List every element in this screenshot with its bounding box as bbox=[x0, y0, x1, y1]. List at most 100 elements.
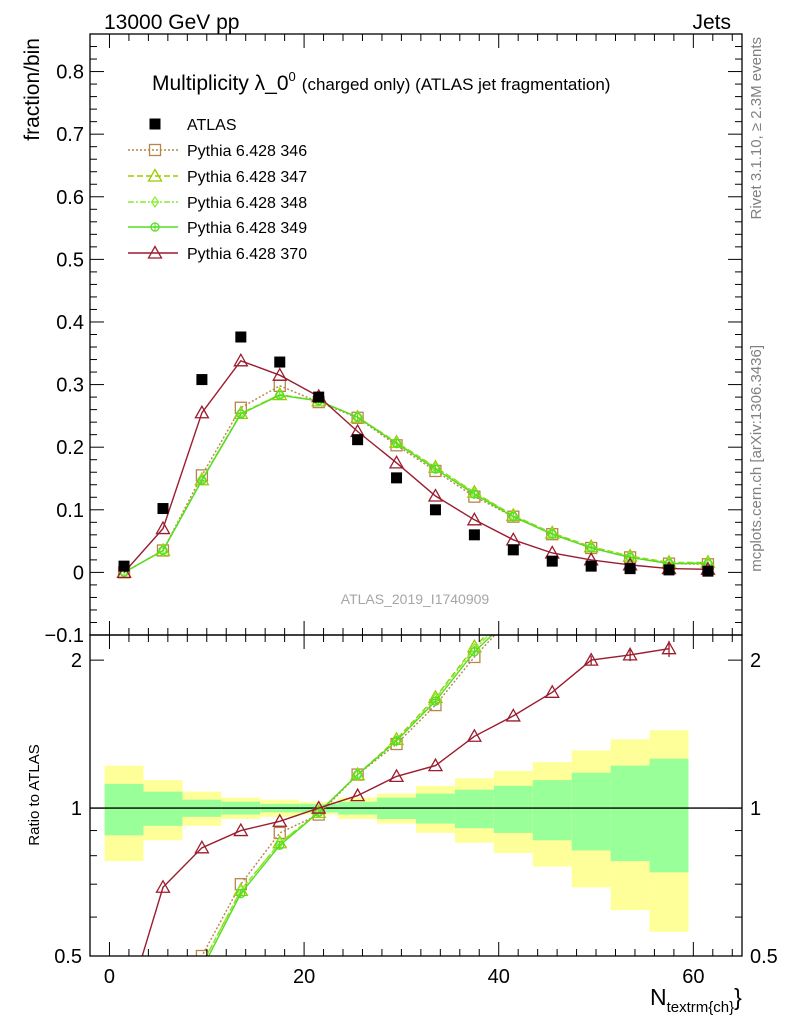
data-point bbox=[274, 356, 286, 368]
series-marker bbox=[116, 564, 132, 579]
ratio-curves bbox=[141, 490, 677, 970]
ratio-marker bbox=[194, 840, 210, 854]
plot-layer: 0 20 40 60−0.100.10.20.30.40.50.60.70.80.5 0… bbox=[45, 33, 778, 988]
ratio-marker bbox=[510, 608, 517, 618]
ratio-frame bbox=[89, 634, 743, 957]
data-point bbox=[391, 472, 403, 484]
legend-label: Pythia 6.428 348 bbox=[187, 195, 307, 212]
x-tick-label: 40 bbox=[488, 966, 510, 988]
data-point bbox=[507, 544, 519, 556]
legend-label: Pythia 6.428 347 bbox=[187, 169, 307, 186]
ratio-marker bbox=[509, 611, 517, 619]
y-tick-label: 0.4 bbox=[56, 312, 84, 334]
legend-label-data: ATLAS bbox=[187, 117, 237, 134]
data-point bbox=[468, 529, 480, 541]
series-line-2 bbox=[123, 393, 708, 574]
ratio-marker bbox=[624, 490, 637, 502]
series-marker bbox=[158, 544, 168, 557]
chart-title-rest: (charged only) (ATLAS jet fragmentation) bbox=[302, 75, 611, 94]
ratio-marker bbox=[427, 757, 444, 772]
uncertainty-band-inner bbox=[610, 765, 650, 862]
ratio-marker bbox=[195, 958, 208, 970]
ratio-marker bbox=[466, 728, 483, 742]
ratio-marker bbox=[587, 514, 595, 522]
ratio-marker bbox=[505, 708, 521, 722]
x-axis-label-close: } bbox=[734, 984, 742, 1010]
ratio-tick-label-right: 1 bbox=[750, 798, 761, 820]
series-marker bbox=[427, 488, 444, 502]
legend-label: Pythia 6.428 346 bbox=[187, 143, 307, 160]
ratio-marker bbox=[349, 787, 366, 802]
x-axis-label: Ntextrm{ch}} bbox=[650, 984, 742, 1016]
ratio-marker bbox=[388, 768, 405, 783]
ratio-line-4 bbox=[207, 635, 494, 956]
uncertainty-band-inner bbox=[571, 772, 611, 851]
legend-marker bbox=[147, 168, 163, 182]
data-point bbox=[429, 504, 441, 516]
data-point bbox=[118, 560, 130, 572]
mcplots-label: mcplots.cern.ch [arXiv:1306.3436] bbox=[748, 345, 765, 572]
data-point bbox=[235, 331, 247, 343]
ratio-tick-label: 2 bbox=[71, 650, 82, 672]
y-tick-label: −0.1 bbox=[45, 625, 84, 647]
data-point bbox=[546, 555, 558, 567]
ratio-marker bbox=[544, 684, 560, 698]
series-marker bbox=[233, 352, 249, 367]
ratio-marker bbox=[664, 535, 675, 546]
ratio-y-axis-label: Ratio to ATLAS bbox=[26, 744, 43, 845]
ratio-marker bbox=[311, 800, 327, 814]
main-curves bbox=[116, 331, 716, 579]
series-marker bbox=[155, 520, 171, 535]
series-marker bbox=[388, 455, 405, 469]
ratio-marker bbox=[155, 879, 171, 893]
chart-title-sup: 0 bbox=[289, 69, 296, 84]
legend-label: Pythia 6.428 349 bbox=[187, 220, 307, 237]
x-axis-label-sub: textrm{ch} bbox=[667, 999, 735, 1016]
ratio-line-1 bbox=[201, 635, 496, 956]
ratio-marker bbox=[507, 602, 520, 614]
legend: ATLAS Pythia 6.428 346 Pythia 6.428 347 Pyt… bbox=[128, 117, 307, 263]
rivet-label: Rivet 3.1.10, ≥ 2.3M events bbox=[748, 37, 765, 220]
legend-marker bbox=[147, 245, 163, 259]
x-tick-label: 0 bbox=[104, 966, 115, 988]
ratio-tick-label: 0.5 bbox=[54, 946, 82, 968]
series-marker bbox=[466, 511, 483, 526]
ratio-bands bbox=[90, 730, 742, 932]
y-tick-label: 0.2 bbox=[56, 437, 84, 459]
uncertainty-band-inner bbox=[532, 780, 572, 841]
ratio-marker bbox=[665, 537, 673, 545]
ratio-line-3 bbox=[205, 635, 491, 956]
legend-marker bbox=[148, 143, 162, 157]
data-point bbox=[702, 565, 714, 577]
x-tick-label: 60 bbox=[682, 966, 704, 988]
series-line-3 bbox=[123, 393, 708, 574]
y-tick-label: 0.5 bbox=[56, 249, 84, 271]
y-tick-label: 0.8 bbox=[56, 62, 84, 84]
legend-marker bbox=[150, 195, 160, 209]
data-point bbox=[585, 560, 597, 572]
y-tick-label: 0.3 bbox=[56, 375, 84, 397]
data-point bbox=[157, 503, 169, 515]
data-point bbox=[352, 434, 364, 446]
ratio-marker bbox=[625, 507, 636, 518]
data-point bbox=[663, 564, 675, 576]
ratio-marker bbox=[666, 518, 673, 528]
chart-title: Multiplicity λ_00 (charged only) (ATLAS j… bbox=[152, 69, 610, 95]
data-point bbox=[196, 374, 208, 386]
ratio-tick-label-right: 2 bbox=[750, 650, 761, 672]
data-point bbox=[313, 391, 325, 403]
ratio-marker bbox=[626, 508, 634, 516]
ratio-marker bbox=[583, 652, 599, 666]
uncertainty-band-inner bbox=[649, 758, 689, 873]
ratio-marker bbox=[585, 500, 598, 512]
ratio-tick-label-right: 0.5 bbox=[750, 946, 778, 968]
series-marker bbox=[194, 404, 210, 419]
ratio-line-5 bbox=[141, 648, 670, 956]
ratio-marker bbox=[233, 822, 249, 837]
x-axis-label-main: N bbox=[650, 984, 667, 1010]
legend-label: Pythia 6.428 370 bbox=[187, 246, 307, 263]
header-right-label: Jets bbox=[692, 11, 731, 34]
ratio-marker bbox=[586, 512, 597, 523]
ratio-marker bbox=[627, 497, 634, 507]
